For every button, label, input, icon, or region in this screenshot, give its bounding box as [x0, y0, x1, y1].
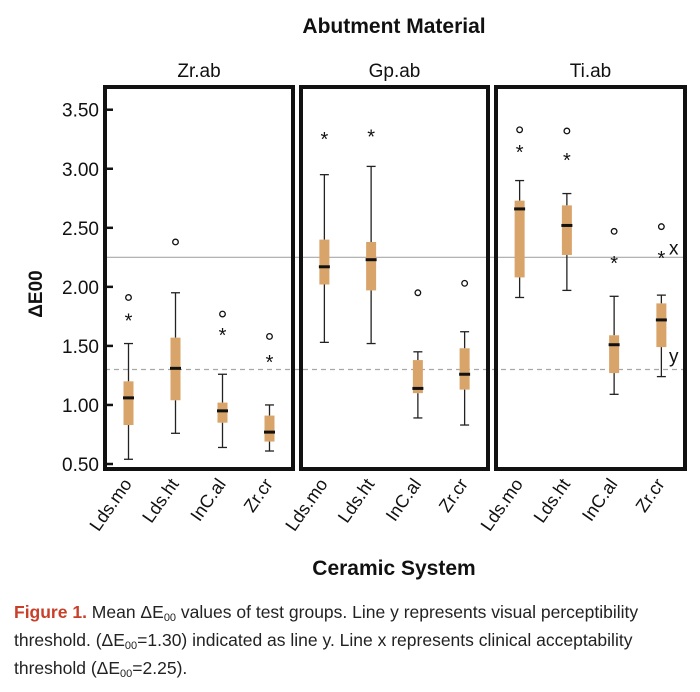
- outlier-circle: [266, 333, 273, 340]
- category-tick-label: InC.al: [382, 475, 425, 525]
- outlier-star: *: [219, 325, 227, 347]
- outlier-star: *: [125, 311, 133, 333]
- box-group-inc-al: *: [217, 310, 228, 449]
- category-tick-label: Lds.ht: [530, 475, 575, 527]
- category-tick-label: Lds.ht: [138, 475, 183, 527]
- category-tick-label: InC.al: [578, 475, 621, 525]
- iqr-box: [561, 205, 572, 255]
- outlier-circle: [219, 310, 226, 318]
- box-group-lds-mo: *: [123, 294, 134, 460]
- caption-text-2: values of test groups. Line y represents…: [14, 602, 639, 650]
- box-group-inc-al: *: [608, 227, 620, 395]
- panel-gp-ab: Gp.ab * Lds.mo * Lds.ht InC.al Zr.cr: [281, 61, 490, 535]
- category-tick-label: InC.al: [186, 475, 229, 525]
- iqr-box: [656, 303, 667, 348]
- category-tick-label: Lds.mo: [86, 475, 136, 535]
- category-tick-label: Zr.cr: [632, 475, 669, 516]
- outlier-circle: [563, 127, 571, 135]
- boxplot-figure: Abutment Material Ceramic System ΔE00 x y…: [26, 15, 687, 580]
- caption-text-1: Mean ΔE: [86, 602, 164, 622]
- category-tick-label: Lds.ht: [334, 475, 379, 527]
- plot-area: x y 0.50 1.00 1.50 2.00 2.50 3.00 3.50 Zr.ab * Lds.…: [62, 61, 687, 535]
- iqr-box: [264, 415, 275, 442]
- chart-title: Abutment Material: [302, 15, 485, 38]
- y-tick-label: 2.50: [62, 219, 99, 240]
- outlier-star: *: [320, 129, 328, 151]
- panel-title: Ti.ab: [570, 61, 612, 82]
- box-group-lds-ht: *: [561, 127, 573, 292]
- box-group-lds-mo: *: [514, 126, 526, 299]
- outlier-star: *: [563, 150, 571, 172]
- outlier-circle: [610, 227, 618, 235]
- figure-caption: Figure 1. Mean ΔE00 values of test group…: [14, 598, 694, 682]
- iqr-box: [366, 241, 377, 291]
- caption-text-3: =1.30) indicated as line y. Line x repre…: [14, 630, 633, 678]
- reference-line-label-x: x: [669, 238, 679, 259]
- iqr-box: [412, 360, 423, 394]
- caption-subscript-2: 00: [124, 640, 138, 652]
- outlier-circle: [125, 294, 132, 301]
- caption-label: Figure 1.: [14, 602, 87, 622]
- category-tick-label: Zr.cr: [240, 475, 277, 516]
- reference-line-label-y: y: [669, 347, 679, 368]
- outlier-circle: [657, 223, 665, 231]
- caption-text-4: =2.25).: [132, 658, 188, 678]
- panel-zr-ab: Zr.ab * Lds.mo Lds.ht * InC.al * Zr.cr: [86, 61, 295, 535]
- box-group-zr-cr: *: [655, 223, 667, 378]
- iqr-box: [459, 348, 470, 390]
- box-group-lds-mo: *: [318, 129, 330, 344]
- iqr-box: [319, 239, 330, 285]
- box-group-zr-cr: [459, 279, 471, 426]
- category-tick-label: Lds.mo: [281, 475, 331, 535]
- panel-frame: [299, 85, 490, 471]
- panel-title: Gp.ab: [369, 61, 421, 82]
- caption-subscript-1: 00: [163, 612, 177, 624]
- outlier-star: *: [610, 253, 618, 275]
- iqr-box: [609, 335, 620, 374]
- panel-frame: [494, 85, 687, 471]
- iqr-box: [514, 200, 525, 278]
- outlier-circle: [461, 279, 469, 287]
- box-group-zr-cr: *: [264, 333, 275, 452]
- panel-frame: [103, 85, 295, 471]
- outlier-circle: [414, 289, 422, 297]
- outlier-star: *: [657, 248, 665, 270]
- outlier-circle: [516, 126, 524, 134]
- box-group-inc-al: [412, 289, 424, 419]
- caption-subscript-3: 00: [120, 668, 133, 680]
- y-tick-label: 3.50: [62, 101, 99, 122]
- box-group-lds-ht: *: [365, 127, 377, 345]
- iqr-box: [123, 381, 134, 426]
- category-tick-label: Zr.cr: [435, 475, 472, 516]
- outlier-star: *: [516, 142, 524, 164]
- category-tick-label: Lds.mo: [477, 475, 527, 535]
- y-tick-label: 1.50: [62, 337, 99, 358]
- y-tick-label: 2.00: [62, 278, 99, 299]
- iqr-box: [217, 402, 228, 423]
- y-tick-label: 1.00: [62, 396, 99, 417]
- y-tick-label: 3.00: [62, 160, 99, 181]
- panel-title: Zr.ab: [177, 61, 220, 82]
- panel-ti-ab: Ti.ab * Lds.mo * Lds.ht * InC.al * Zr.cr: [477, 61, 687, 535]
- outlier-star: *: [266, 352, 274, 374]
- x-axis-label: Ceramic System: [312, 557, 475, 580]
- y-axis: 0.50 1.00 1.50 2.00 2.50 3.00 3.50: [62, 101, 113, 476]
- box-group-lds-ht: [170, 238, 181, 434]
- outlier-star: *: [367, 127, 375, 149]
- outlier-circle: [172, 238, 179, 246]
- y-axis-label: ΔE00: [26, 270, 47, 317]
- y-tick-label: 0.50: [62, 455, 99, 476]
